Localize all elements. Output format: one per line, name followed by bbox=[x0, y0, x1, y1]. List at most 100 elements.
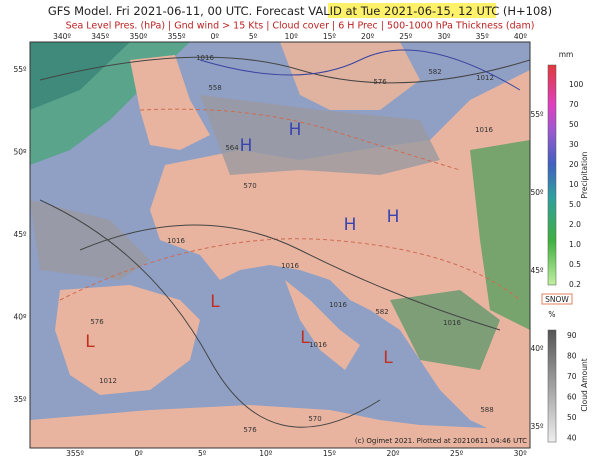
pressure-label: 1016 bbox=[167, 237, 185, 245]
map bbox=[29, 41, 531, 449]
iberia-land bbox=[55, 285, 200, 395]
thickness-label: 558 bbox=[208, 84, 221, 92]
title: GFS Model. Fri 2021-06-11, 00 UTC. Forec… bbox=[48, 4, 552, 18]
latitude-label: 40º bbox=[13, 313, 27, 322]
longitude-label: 5º bbox=[198, 449, 207, 458]
longitude-label: 15º bbox=[323, 449, 337, 458]
low-pressure-marker: L bbox=[300, 328, 310, 348]
longitude-label: 20º bbox=[361, 32, 375, 41]
latitude-label: 35º bbox=[13, 395, 27, 404]
pressure-label: 1016 bbox=[196, 54, 214, 62]
longitude-label: 350º bbox=[129, 32, 147, 41]
longitude-label: 35º bbox=[476, 32, 490, 41]
pressure-label: 1016 bbox=[309, 341, 327, 349]
longitude-label: 5º bbox=[249, 32, 258, 41]
cloud-unit: % bbox=[548, 310, 555, 319]
thickness-label: 570 bbox=[243, 182, 256, 190]
precip-unit: mm bbox=[559, 50, 574, 59]
precip-tick-label: 30 bbox=[569, 140, 579, 149]
longitude-label: 30º bbox=[514, 449, 528, 458]
cloud-title: Cloud Amount bbox=[580, 358, 589, 411]
cloud-colorbar bbox=[547, 329, 557, 443]
longitude-label: 25º bbox=[450, 449, 464, 458]
cloud-area bbox=[30, 200, 150, 280]
cloud-tick-label: 60 bbox=[567, 393, 577, 402]
precip-area bbox=[470, 140, 530, 330]
latitude-label: 35º bbox=[530, 422, 544, 431]
latitude-label: 40º bbox=[530, 344, 544, 353]
precip-tick-label: 20 bbox=[569, 160, 579, 169]
title-highlight-text: e 2021-06-15, 12 UTC ( bbox=[373, 4, 507, 18]
title-start: GFS Model. Fri 2021-06-11, 00 UTC. Forec… bbox=[48, 4, 373, 18]
snow-label: SNOW bbox=[545, 295, 569, 304]
precip-tick-label: 0.5 bbox=[569, 260, 581, 269]
britain-land bbox=[130, 55, 210, 150]
low-pressure-marker: L bbox=[383, 348, 393, 368]
thickness-label: 570 bbox=[308, 415, 321, 423]
italy-land bbox=[285, 280, 360, 370]
precip-tick-label: 0.2 bbox=[569, 280, 581, 289]
low-pressure-marker: L bbox=[210, 292, 220, 312]
title-end: H+108) bbox=[507, 4, 552, 18]
map-frame bbox=[29, 41, 531, 449]
longitude-label: 340º bbox=[53, 32, 71, 41]
latitude-label: 55º bbox=[530, 110, 544, 119]
precipitation-colorbar bbox=[547, 64, 557, 286]
isobar bbox=[199, 49, 521, 91]
longitude-label: 0º bbox=[211, 32, 220, 41]
cloud-tick-label: 90 bbox=[567, 331, 577, 340]
pressure-label: 1012 bbox=[99, 377, 117, 385]
pressure-label: 1016 bbox=[443, 319, 461, 327]
subtitle: Sea Level Pres. (hPa) | Gnd wind > 15 Kt… bbox=[66, 21, 535, 32]
snow-box bbox=[541, 293, 573, 305]
pressure-label: 1016 bbox=[281, 262, 299, 270]
high-pressure-marker: H bbox=[344, 215, 357, 235]
isobar bbox=[79, 224, 501, 331]
thickness-line bbox=[139, 108, 461, 171]
precipitation-legend bbox=[541, 64, 573, 443]
precip-tick-label: 5.0 bbox=[569, 200, 581, 209]
thickness-label: 576 bbox=[90, 318, 104, 326]
longitude-label: 25º bbox=[399, 32, 413, 41]
longitude-label: 20º bbox=[386, 449, 400, 458]
thickness-label: 582 bbox=[428, 68, 441, 76]
low-pressure-marker: L bbox=[85, 332, 95, 352]
longitude-label: 10º bbox=[259, 449, 273, 458]
longitude-label: 355º bbox=[66, 449, 84, 458]
precip-tick-label: 100 bbox=[569, 80, 584, 89]
longitude-label: 30º bbox=[437, 32, 451, 41]
high-pressure-marker: H bbox=[240, 136, 253, 156]
longitude-label: 15º bbox=[323, 32, 337, 41]
longitude-label: 355º bbox=[168, 32, 186, 41]
high-pressure-marker: H bbox=[387, 207, 400, 227]
precip-title: Precipitation bbox=[580, 151, 589, 198]
thickness-label: 588 bbox=[480, 406, 493, 414]
title-highlight bbox=[328, 3, 496, 18]
cloud-tick-label: 40 bbox=[567, 434, 577, 443]
cloud-tick-label: 50 bbox=[567, 413, 577, 422]
pressure-label: 1016 bbox=[329, 301, 347, 309]
credit: (c) Ogimet 2021. Plotted at 20210611 04:… bbox=[355, 437, 527, 445]
africa-land bbox=[30, 405, 530, 448]
isobar bbox=[39, 199, 381, 428]
precip-tick-label: 50 bbox=[569, 120, 579, 129]
thickness-label: 576 bbox=[243, 426, 257, 434]
precip-tick-label: 70 bbox=[569, 100, 579, 109]
isobar bbox=[39, 56, 530, 84]
pressure-label: 1012 bbox=[476, 74, 494, 82]
high-pressure-marker: H bbox=[289, 120, 302, 140]
precip-band bbox=[30, 42, 130, 110]
latitude-label: 55º bbox=[13, 65, 27, 74]
precip-area bbox=[390, 290, 500, 370]
scandinavia-land bbox=[280, 42, 420, 110]
latitude-label: 50º bbox=[530, 188, 544, 197]
thickness-label: 576 bbox=[373, 78, 387, 86]
longitude-label: 10º bbox=[285, 32, 299, 41]
thickness-label: 564 bbox=[225, 144, 239, 152]
pressure-label: 1016 bbox=[475, 126, 493, 134]
precip-tick-label: 1.0 bbox=[569, 240, 581, 249]
latitude-label: 50º bbox=[13, 148, 27, 157]
latitude-label: 45º bbox=[13, 230, 27, 239]
cloud-tick-label: 70 bbox=[567, 372, 577, 381]
